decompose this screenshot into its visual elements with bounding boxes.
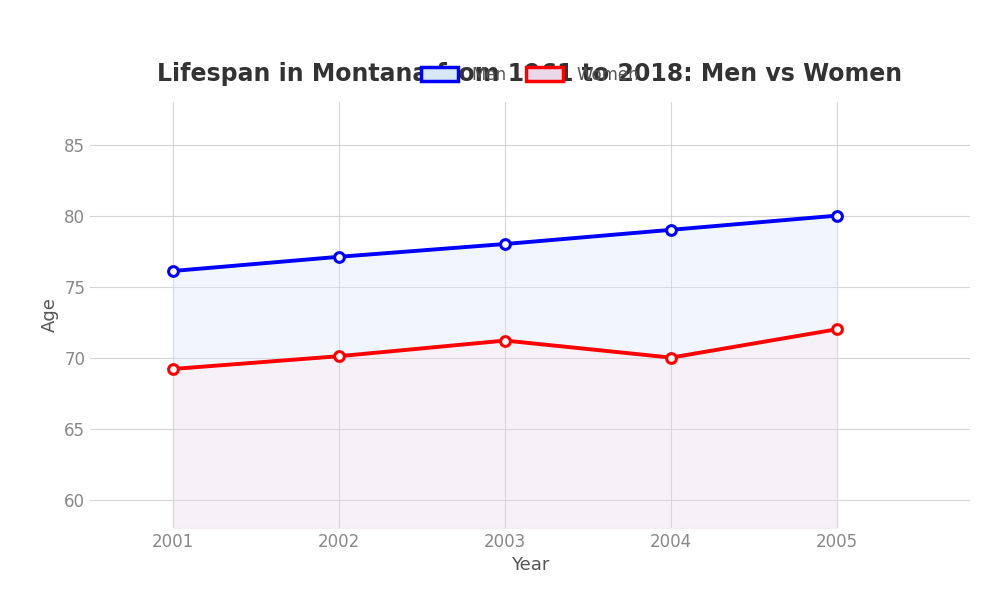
X-axis label: Year: Year [511, 556, 549, 574]
Title: Lifespan in Montana from 1961 to 2018: Men vs Women: Lifespan in Montana from 1961 to 2018: M… [157, 62, 903, 86]
Legend: Men, Women: Men, Women [414, 59, 646, 91]
Y-axis label: Age: Age [41, 298, 59, 332]
